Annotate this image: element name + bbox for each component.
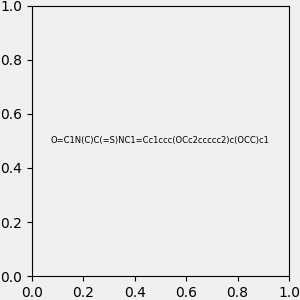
- Text: O=C1N(C)C(=S)NC1=Cc1ccc(OCc2ccccc2)c(OCC)c1: O=C1N(C)C(=S)NC1=Cc1ccc(OCc2ccccc2)c(OCC…: [51, 136, 270, 146]
